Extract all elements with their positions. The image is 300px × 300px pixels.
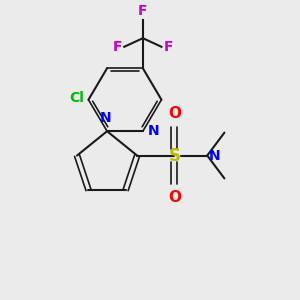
- Text: F: F: [164, 40, 173, 54]
- Text: N: N: [100, 111, 111, 125]
- Text: F: F: [138, 4, 148, 18]
- Text: Cl: Cl: [69, 91, 84, 105]
- Text: S: S: [168, 146, 180, 164]
- Text: N: N: [148, 124, 160, 138]
- Text: O: O: [168, 106, 181, 121]
- Text: N: N: [209, 148, 220, 163]
- Text: F: F: [112, 40, 122, 54]
- Text: O: O: [168, 190, 181, 206]
